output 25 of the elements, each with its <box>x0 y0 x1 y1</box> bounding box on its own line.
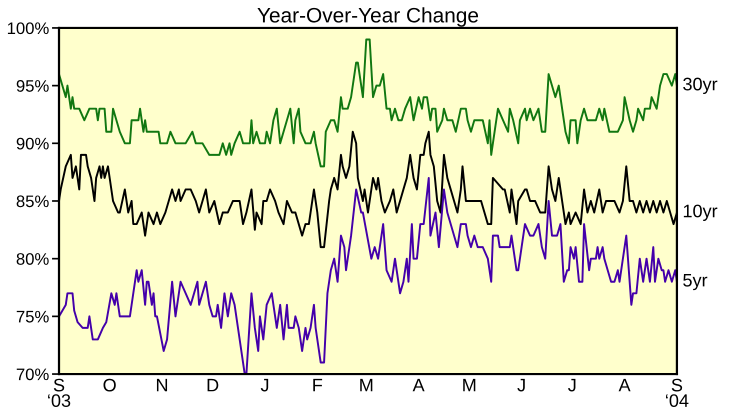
x-tick-label: S ‘03 <box>48 378 70 407</box>
x-tick-label: F <box>313 378 322 392</box>
y-tick-label: 100% <box>8 22 49 34</box>
x-tick-label: D <box>208 378 218 392</box>
line-series <box>59 38 677 168</box>
y-tick-label: 70% <box>16 368 49 380</box>
series-label: 30yr <box>683 78 718 94</box>
x-tick-label: J <box>517 378 525 392</box>
x-tick-label: N <box>156 378 168 392</box>
x-tick-label: M <box>463 378 476 392</box>
y-tick-label: 95% <box>16 80 49 92</box>
x-tick-label: J <box>568 378 576 392</box>
x-tick-label: M <box>360 378 372 392</box>
x-tick-label: O <box>103 378 116 392</box>
y-tick-label: 80% <box>16 253 49 265</box>
x-tick-label: A <box>618 378 631 392</box>
y-tick-label: 90% <box>16 138 49 150</box>
series-label: 5yr <box>683 274 708 290</box>
x-tick-label: A <box>412 378 425 392</box>
y-tick-label: 85% <box>16 195 49 208</box>
x-tick-label: J <box>260 378 268 392</box>
chart-title: Year-Over-Year Change <box>257 7 478 27</box>
series-label: 10yr <box>684 204 718 221</box>
y-tick-label: 75% <box>16 310 49 323</box>
x-tick-label: S ‘04 <box>666 378 688 407</box>
